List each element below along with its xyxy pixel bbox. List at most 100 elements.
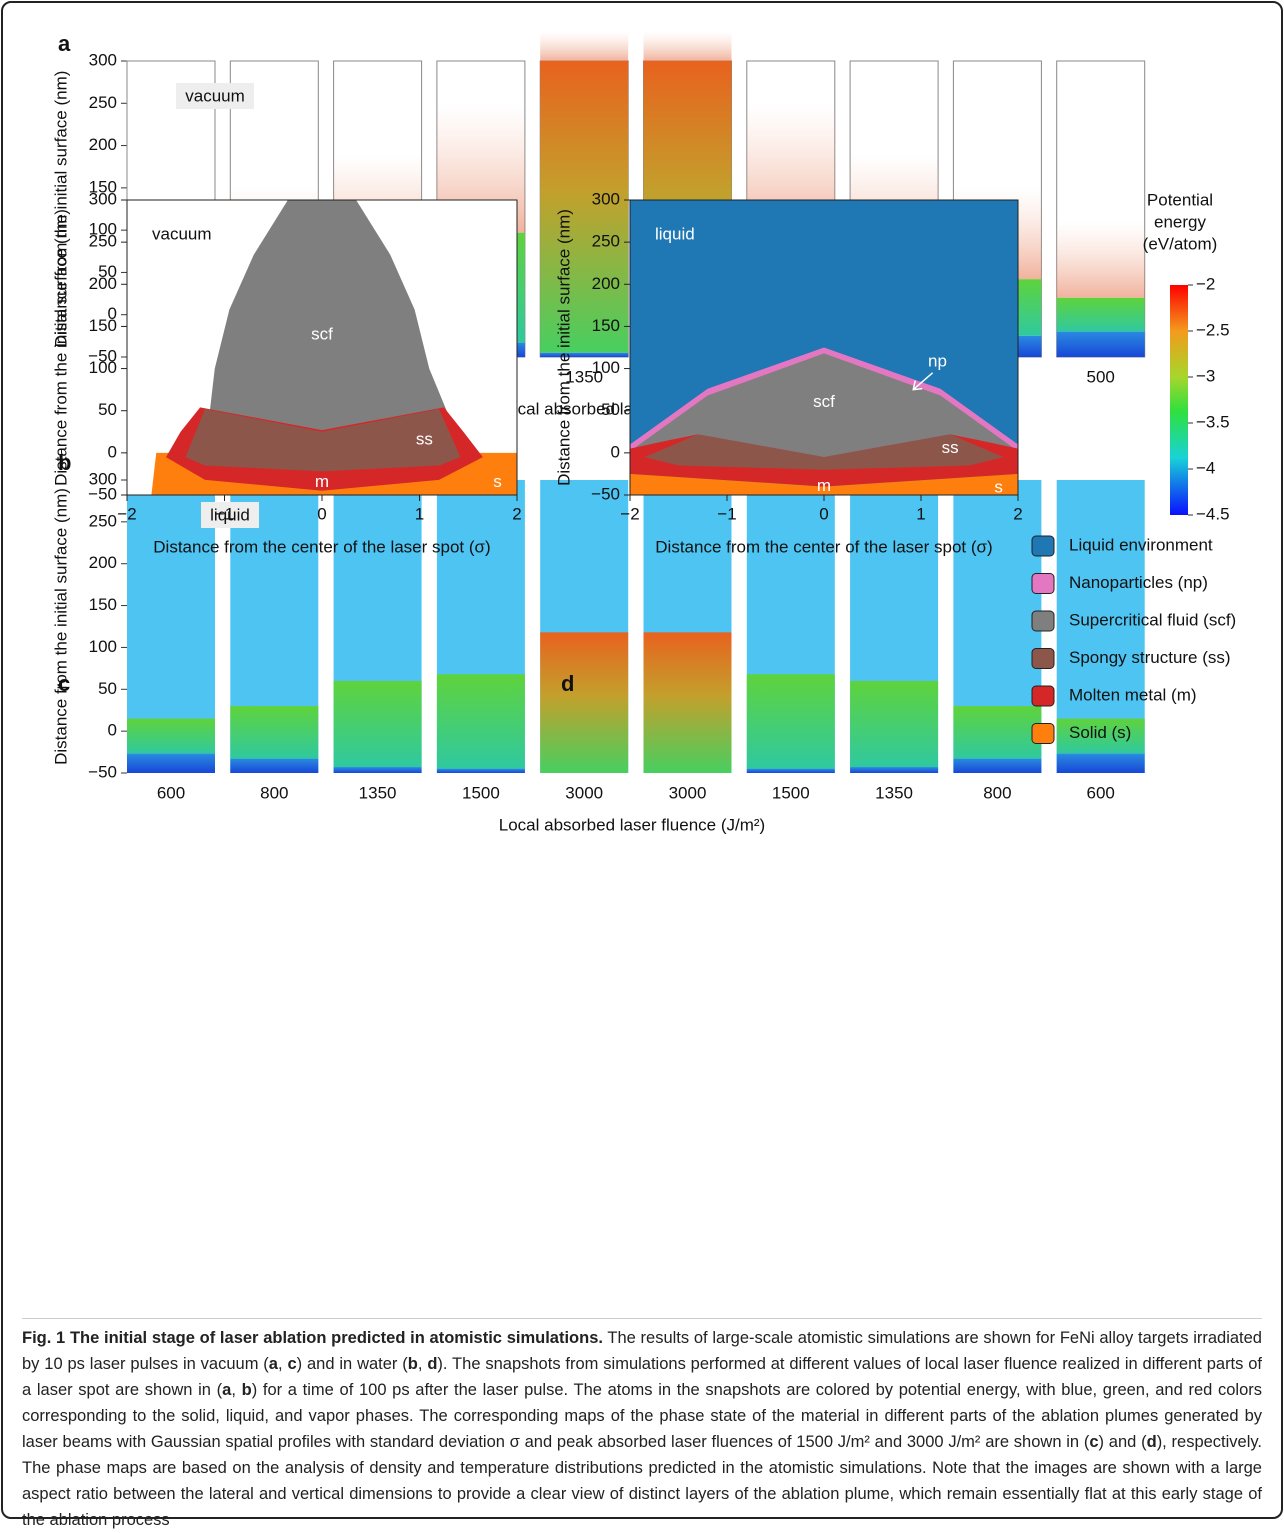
y-axis-label: Distance from the initial surface (nm) — [51, 209, 70, 486]
fluence-label: 3000 — [669, 783, 707, 802]
y-tick-label: 250 — [89, 232, 117, 251]
x-tick-label: 0 — [819, 504, 828, 523]
x-axis-label: Distance from the center of the laser sp… — [655, 537, 992, 556]
region-label: s — [994, 478, 1003, 497]
region-label: scf — [311, 324, 333, 343]
colorbar-tick-label: −3.5 — [1196, 412, 1230, 431]
caption-text: , — [231, 1381, 241, 1399]
legend-swatch — [1032, 724, 1054, 744]
y-tick-label: 50 — [98, 679, 117, 698]
y-tick-label: 250 — [89, 93, 117, 112]
y-tick-label: 200 — [89, 135, 117, 154]
page: aDistance from the initial surface (nm)−… — [0, 0, 1284, 1520]
melt-layer — [747, 674, 835, 769]
panel-letter: d — [561, 671, 574, 696]
region-label: ss — [942, 438, 959, 457]
colorbar — [1170, 285, 1188, 515]
region-label: m — [315, 472, 329, 491]
caption: Fig. 1 The initial stage of laser ablati… — [22, 1318, 1262, 1533]
x-tick-label: −2 — [620, 504, 639, 523]
x-axis-label: Distance from the center of the laser sp… — [153, 537, 490, 556]
caption-text: Fig. 1 The initial stage of laser ablati… — [22, 1329, 603, 1347]
legend-swatch — [1032, 686, 1054, 706]
colorbar-tick-label: −2.5 — [1196, 320, 1230, 339]
caption-text: c — [287, 1355, 296, 1373]
y-tick-label: 50 — [601, 400, 620, 419]
fluence-label: 800 — [260, 783, 288, 802]
figure: aDistance from the initial surface (nm)−… — [0, 0, 1284, 1300]
region-label: s — [493, 472, 502, 491]
caption-text: a — [269, 1355, 278, 1373]
x-tick-label: 1 — [415, 504, 424, 523]
legend-label: Nanoparticles (np) — [1069, 573, 1208, 592]
y-tick-label: 0 — [611, 442, 620, 461]
y-tick-label: −50 — [591, 484, 620, 503]
y-tick-label: 0 — [108, 442, 117, 461]
melt-layer — [540, 632, 628, 773]
melt-layer — [334, 681, 422, 767]
y-tick-label: 250 — [89, 511, 117, 530]
solid-layer — [1057, 332, 1145, 357]
colorbar-tick-label: −2 — [1196, 274, 1215, 293]
caption-text: b — [242, 1381, 252, 1399]
solid-layer — [334, 767, 422, 773]
fluence-label: 800 — [983, 783, 1011, 802]
caption-text: , — [418, 1355, 427, 1373]
x-tick-label: −1 — [215, 504, 234, 523]
fluence-label: 600 — [157, 783, 185, 802]
fluence-label: 500 — [1087, 367, 1115, 386]
environment-label: liquid — [655, 224, 695, 243]
colorbar-title: (eV/atom) — [1143, 234, 1218, 253]
y-tick-label: 100 — [89, 358, 117, 377]
x-tick-label: −2 — [117, 504, 136, 523]
colorbar-title: energy — [1154, 212, 1206, 231]
legend-swatch — [1032, 536, 1054, 556]
fluence-label: 1500 — [772, 783, 810, 802]
caption-text: c — [1089, 1433, 1098, 1451]
region-label: np — [928, 351, 947, 370]
y-tick-label: 200 — [89, 553, 117, 572]
y-tick-label: 100 — [89, 637, 117, 656]
caption-text: a — [222, 1381, 231, 1399]
melt-layer — [437, 674, 525, 769]
panel-letter: a — [58, 31, 71, 56]
colorbar-title: Potential — [1147, 190, 1213, 209]
y-tick-label: 300 — [592, 189, 620, 208]
environment-label: vacuum — [185, 86, 245, 105]
caption-text: d — [427, 1355, 437, 1373]
fluence-label: 3000 — [565, 783, 603, 802]
y-tick-label: 150 — [89, 316, 117, 335]
x-tick-label: 0 — [317, 504, 326, 523]
x-tick-label: 1 — [916, 504, 925, 523]
melt-layer — [644, 632, 732, 773]
solid-layer — [230, 759, 318, 773]
vapor-plume — [540, 31, 628, 61]
caption-text: ) and ( — [1099, 1433, 1147, 1451]
y-tick-label: 150 — [592, 316, 620, 335]
colorbar-tick-label: −4.5 — [1196, 504, 1230, 523]
y-tick-label: 300 — [89, 189, 117, 208]
y-tick-label: 50 — [98, 400, 117, 419]
x-tick-label: 2 — [512, 504, 521, 523]
solid-layer — [850, 767, 938, 773]
y-tick-label: −50 — [88, 484, 117, 503]
region-label: ss — [416, 430, 433, 449]
melt-layer — [230, 706, 318, 759]
solid-layer — [540, 353, 628, 357]
solid-layer — [437, 769, 525, 773]
region-label: scf — [813, 392, 835, 411]
region-label: m — [817, 476, 831, 495]
melt-layer — [127, 719, 215, 754]
caption-text: ) and in water ( — [297, 1355, 408, 1373]
legend-swatch — [1032, 649, 1054, 669]
legend-label: Molten metal (m) — [1069, 685, 1197, 704]
solid-layer — [127, 754, 215, 773]
fluence-label: 600 — [1087, 783, 1115, 802]
legend-label: Liquid environment — [1069, 535, 1213, 554]
y-tick-label: 200 — [592, 274, 620, 293]
colorbar-tick-label: −3 — [1196, 366, 1215, 385]
vapor-plume — [1057, 222, 1145, 298]
y-tick-label: 300 — [89, 50, 117, 69]
y-tick-label: 100 — [592, 358, 620, 377]
y-tick-label: 250 — [592, 232, 620, 251]
